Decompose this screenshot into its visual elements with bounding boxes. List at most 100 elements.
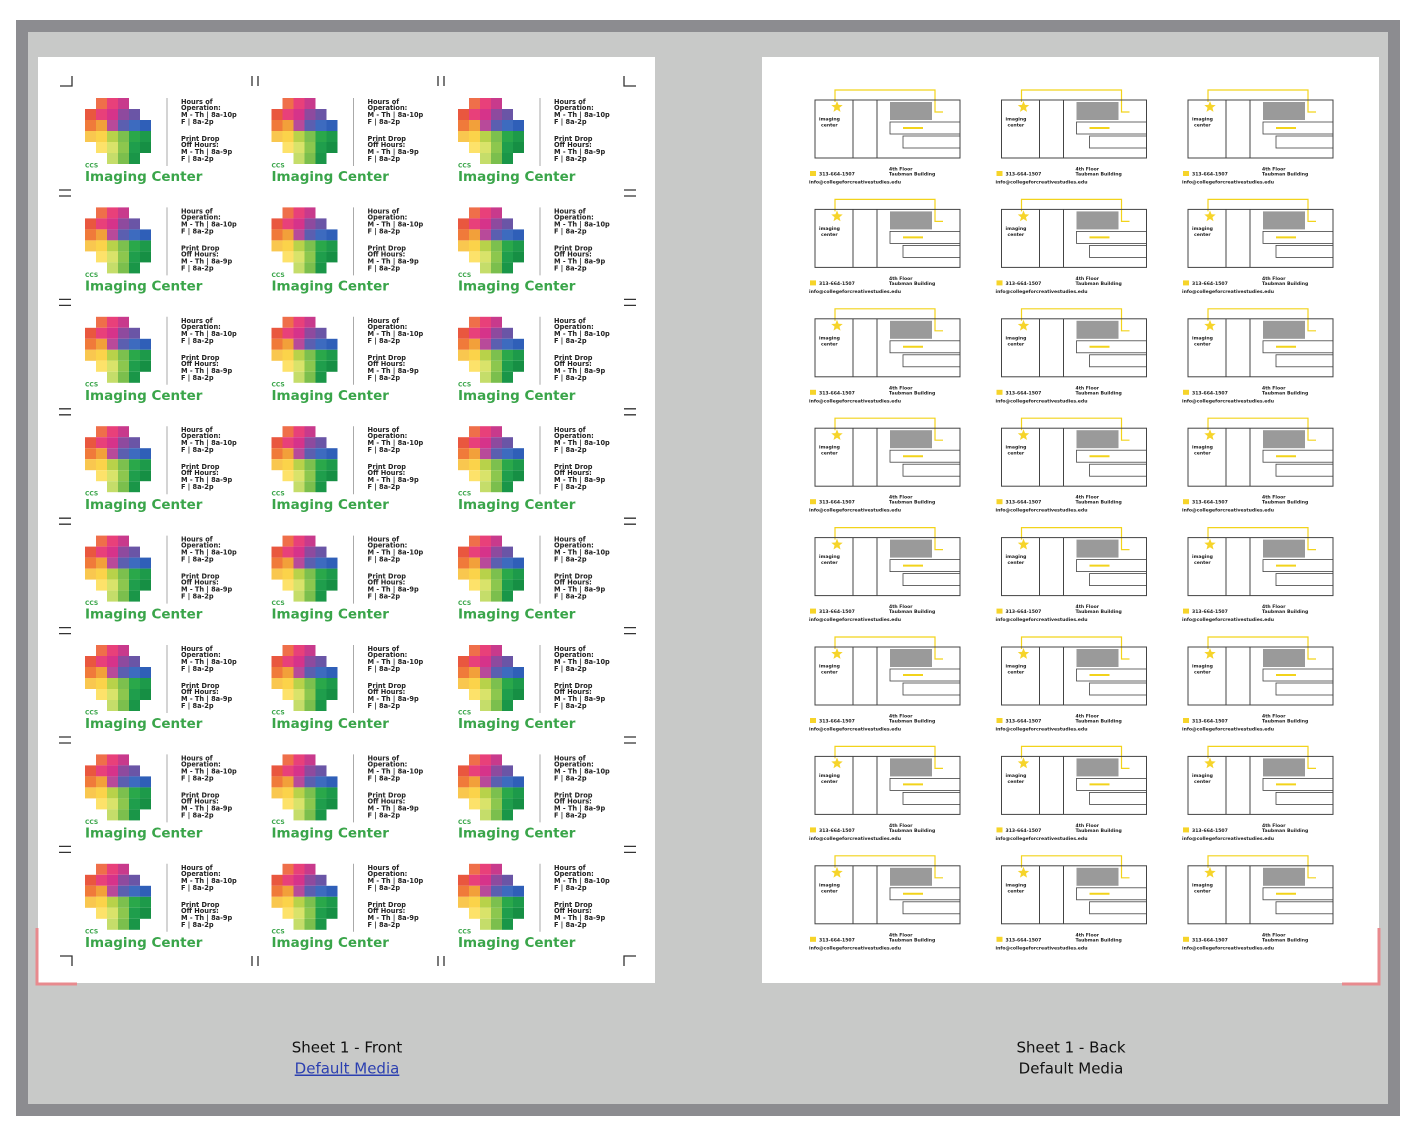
card-text: center bbox=[821, 779, 838, 785]
logo-tile bbox=[304, 918, 316, 930]
crop-mark bbox=[437, 956, 445, 966]
logo-tile bbox=[480, 327, 491, 339]
logo-tile bbox=[491, 218, 502, 230]
logo-tile bbox=[304, 535, 316, 547]
logo-tile bbox=[118, 754, 129, 766]
logo-tile bbox=[458, 776, 469, 788]
logo-tile bbox=[513, 120, 524, 131]
logo-tile bbox=[96, 776, 107, 788]
logo-tile bbox=[282, 667, 294, 678]
logo-tile bbox=[315, 809, 327, 821]
map-block bbox=[1263, 867, 1305, 886]
card-text: Taubman Building bbox=[1262, 828, 1308, 834]
logo-tile bbox=[502, 689, 513, 700]
phone-icon bbox=[996, 827, 1003, 833]
map-block bbox=[890, 758, 932, 777]
map-path bbox=[834, 417, 943, 441]
phone-icon bbox=[810, 936, 816, 942]
logo-tile bbox=[271, 109, 283, 120]
card-brand: Imaging Center bbox=[272, 825, 390, 841]
logo-tile bbox=[480, 535, 491, 547]
card-text: imaging bbox=[819, 226, 840, 232]
logo-tile bbox=[271, 349, 283, 361]
logo-tile bbox=[118, 765, 129, 777]
logo-tile bbox=[107, 678, 118, 689]
card-brand: Imaging Center bbox=[458, 278, 576, 294]
card-text: M - Th | 8a-10p bbox=[554, 439, 610, 448]
logo-tile bbox=[129, 153, 140, 164]
logo-tile bbox=[282, 109, 294, 120]
card-text: imaging bbox=[1192, 882, 1213, 888]
logo-tile bbox=[491, 863, 502, 875]
logo-tile bbox=[107, 142, 118, 153]
logo-tile bbox=[107, 590, 118, 602]
card-text: Operation: bbox=[368, 760, 408, 768]
logo-tile bbox=[282, 229, 294, 241]
card-text: F | 8a-2p bbox=[554, 374, 587, 383]
logo-tile bbox=[107, 546, 118, 558]
logo-tile bbox=[502, 896, 513, 908]
logo-tile bbox=[129, 907, 140, 919]
logo-tile bbox=[469, 437, 480, 449]
logo-tile bbox=[271, 765, 283, 777]
map-path bbox=[1020, 636, 1130, 660]
card-text: Print Drop bbox=[554, 682, 593, 690]
map-room bbox=[1275, 463, 1334, 477]
media-label: Default Media bbox=[1019, 1060, 1124, 1078]
logo-tile bbox=[282, 787, 294, 799]
logo-tile bbox=[491, 700, 502, 711]
phone-icon bbox=[996, 171, 1003, 176]
card-text: Print Drop bbox=[554, 354, 593, 362]
card-text: M - Th | 8a-10p bbox=[554, 220, 610, 229]
star bbox=[1017, 429, 1030, 441]
logo-tile bbox=[469, 459, 480, 471]
logo-tile bbox=[140, 776, 151, 788]
logo-tile bbox=[85, 776, 96, 788]
logo-tile bbox=[271, 437, 283, 449]
logo-tile bbox=[326, 459, 338, 471]
logo-tile bbox=[315, 360, 327, 372]
logo-tile bbox=[271, 131, 283, 142]
logo-tile bbox=[304, 349, 316, 361]
logo-tile bbox=[491, 229, 502, 241]
card-text: Print Drop bbox=[181, 244, 220, 252]
logo-tile bbox=[491, 656, 502, 667]
card-brand-small: CCS bbox=[272, 710, 285, 717]
logo-tile bbox=[458, 874, 469, 886]
logo-tile bbox=[458, 120, 469, 131]
logo-tile bbox=[140, 142, 151, 153]
logo-tile bbox=[513, 240, 524, 252]
card-text: 313-664-1507 bbox=[1006, 390, 1042, 396]
map-block bbox=[1076, 102, 1119, 120]
card-text: 4th Floor bbox=[889, 823, 913, 829]
card-text: imaging bbox=[1006, 117, 1027, 123]
card-text: center bbox=[821, 670, 838, 676]
card-text: M - Th | 8a-9p bbox=[368, 367, 419, 376]
logo-tile bbox=[129, 885, 140, 897]
map-room bbox=[1262, 778, 1334, 791]
logo-tile bbox=[480, 896, 491, 908]
logo-tile bbox=[502, 360, 513, 372]
logo-tile bbox=[96, 787, 107, 799]
logo-tile bbox=[502, 907, 513, 919]
card-brand-small: CCS bbox=[272, 272, 285, 279]
logo-tile bbox=[304, 700, 316, 711]
logo-tile bbox=[458, 787, 469, 799]
logo-tile bbox=[107, 809, 118, 821]
phone-icon bbox=[1183, 171, 1189, 176]
logo-tile bbox=[315, 481, 327, 493]
logo-tile bbox=[304, 229, 316, 241]
logo-tile bbox=[129, 481, 140, 493]
phone-icon bbox=[996, 499, 1003, 505]
card-text: Off Hours: bbox=[554, 688, 592, 696]
card-text: info@collegeforcreativestudies.edu bbox=[1182, 289, 1274, 295]
card-text: M - Th | 8a-9p bbox=[368, 586, 419, 595]
crop-mark bbox=[251, 76, 259, 86]
card-brand-small: CCS bbox=[85, 600, 98, 607]
logo-tile bbox=[469, 338, 480, 350]
card-text: Off Hours: bbox=[368, 907, 406, 915]
logo-tile bbox=[129, 142, 140, 153]
map-path bbox=[1020, 198, 1130, 222]
media-link[interactable]: Default Media bbox=[295, 1060, 400, 1078]
